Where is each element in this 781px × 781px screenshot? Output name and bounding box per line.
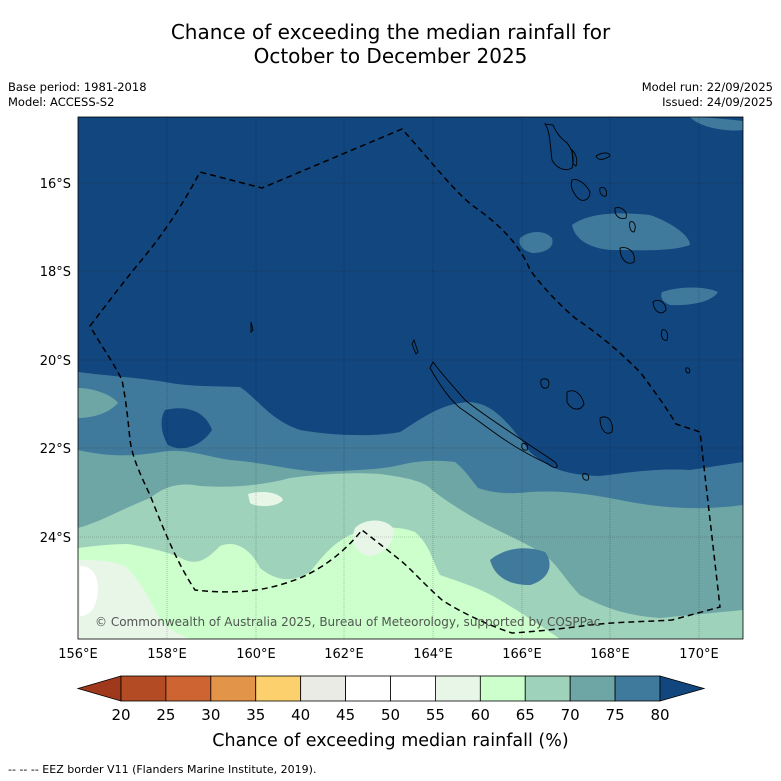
colorbar-tick: 30: [201, 706, 220, 724]
colorbar-cell: [165, 675, 212, 702]
graticule: [78, 117, 743, 639]
colorbar-tick: 40: [291, 706, 310, 724]
lon-label: 162°E: [324, 647, 364, 662]
contour-55-60-region: [78, 527, 560, 639]
map-frame: [77, 116, 744, 640]
copyright-text: © Commonwealth of Australia 2025, Bureau…: [95, 615, 600, 629]
lat-label: 20°S: [40, 354, 71, 369]
colorbar-cell: [390, 675, 436, 702]
isle-of-pines-outline: [521, 443, 529, 451]
vanuatu-erromango-outline: [619, 247, 635, 264]
colorbar-tick: 45: [336, 706, 355, 724]
lat-label: 16°S: [40, 177, 71, 192]
colorbar-title: Chance of exceeding median rainfall (%): [212, 731, 569, 751]
loyalty-island-outline: [540, 378, 550, 389]
island-outline: [411, 338, 419, 355]
lon-label: 166°E: [502, 647, 542, 662]
issued-date: Issued: 24/09/2025: [662, 95, 773, 109]
lon-label: 168°E: [590, 647, 630, 662]
vanuatu-efate-outline: [614, 207, 627, 219]
colorbar-tick: 20: [111, 706, 130, 724]
colorbar-tick: 75: [606, 706, 625, 724]
colorbar-cell: [300, 675, 346, 702]
coastlines: [250, 123, 691, 481]
colorbar-tick: 60: [471, 706, 490, 724]
colorbar-tick: 25: [156, 706, 175, 724]
vanuatu-island-outline: [629, 221, 636, 233]
lon-label: 170°E: [679, 647, 719, 662]
title-line-1: Chance of exceeding the median rainfall …: [170, 20, 611, 44]
vanuatu-island-outline: [652, 299, 667, 314]
colorbar-tick: 35: [246, 706, 265, 724]
contour-patch: [690, 117, 743, 131]
contour-patch: [519, 232, 553, 253]
vanuatu-island-outline: [571, 148, 578, 167]
lon-label: 156°E: [58, 647, 98, 662]
lat-label: 18°S: [40, 265, 71, 280]
colorbar-tick-labels: 20 25 30 35 40 45 50 55 60 65 70 75 80: [111, 706, 669, 724]
meta-left: Base period: 1981-2018 Model: ACCESS-S2: [8, 80, 147, 110]
eez-border: [89, 128, 721, 634]
loyalty-island-outline: [566, 390, 585, 410]
colorbar-tick: 65: [516, 706, 535, 724]
island-outline: [582, 473, 590, 481]
model-run: Model run: 22/09/2025: [641, 80, 773, 94]
latitude-labels: 16°S 18°S 20°S 22°S 24°S: [40, 177, 71, 546]
longitude-labels: 156°E 158°E 160°E 162°E 164°E 166°E 168°…: [58, 647, 719, 662]
lon-label: 164°E: [413, 647, 453, 662]
loyalty-island-outline: [599, 416, 613, 434]
colorbar-cell: [255, 675, 302, 702]
vanuatu-malakula-outline: [570, 179, 591, 201]
colorbar-cell: [479, 675, 526, 702]
title-line-2: October to December 2025: [253, 44, 528, 68]
islet-outline: [685, 367, 691, 374]
base-period: Base period: 1981-2018: [8, 80, 147, 94]
vanuatu-island-outline: [599, 187, 607, 197]
colorbar-tick: 55: [426, 706, 445, 724]
eez-footnote: -- -- -- EEZ border V11 (Flanders Marine…: [8, 763, 317, 776]
colorbar-cell: [435, 675, 481, 702]
contour-patch: [572, 213, 690, 251]
contour-patch: [78, 389, 118, 418]
colorbar-cells: [120, 675, 661, 702]
colorbar: 20 25 30 35 40 45 50 55 60 65 70 75 80: [76, 675, 706, 724]
model-name: Model: ACCESS-S2: [8, 95, 115, 109]
contour-patch: [661, 287, 718, 306]
colorbar-tick: 70: [561, 706, 580, 724]
lat-label: 24°S: [40, 531, 71, 546]
lon-label: 160°E: [236, 647, 276, 662]
contour-50-55-region: [78, 560, 190, 639]
colorbar-extend-low: [76, 675, 122, 702]
vanuatu-island-outline: [595, 152, 611, 160]
contour-45-50-region: [80, 566, 98, 616]
lat-label: 22°S: [40, 442, 71, 457]
colorbar-cell: [210, 675, 257, 702]
contour-patch: [248, 492, 283, 507]
vanuatu-espiritu-santo-outline: [543, 123, 574, 171]
lon-label: 158°E: [147, 647, 187, 662]
colorbar-cell: [345, 675, 391, 702]
new-caledonia-outline: [429, 361, 558, 469]
vanuatu-island-outline: [660, 329, 669, 341]
colorbar-cell: [614, 675, 661, 702]
colorbar-extend-high: [659, 675, 706, 702]
islet-outline: [250, 321, 254, 334]
contour-patch: [490, 548, 550, 585]
colorbar-tick: 50: [381, 706, 400, 724]
contour-patch: [161, 408, 212, 449]
colorbar-cell: [524, 675, 571, 702]
meta-right: Model run: 22/09/2025 Issued: 24/09/2025: [642, 80, 773, 110]
colorbar-tick: 80: [650, 706, 669, 724]
colorbar-cell: [120, 675, 167, 702]
map-title: Chance of exceeding the median rainfall …: [0, 20, 781, 68]
probability-field: [78, 117, 743, 639]
colorbar-cell: [569, 675, 616, 702]
